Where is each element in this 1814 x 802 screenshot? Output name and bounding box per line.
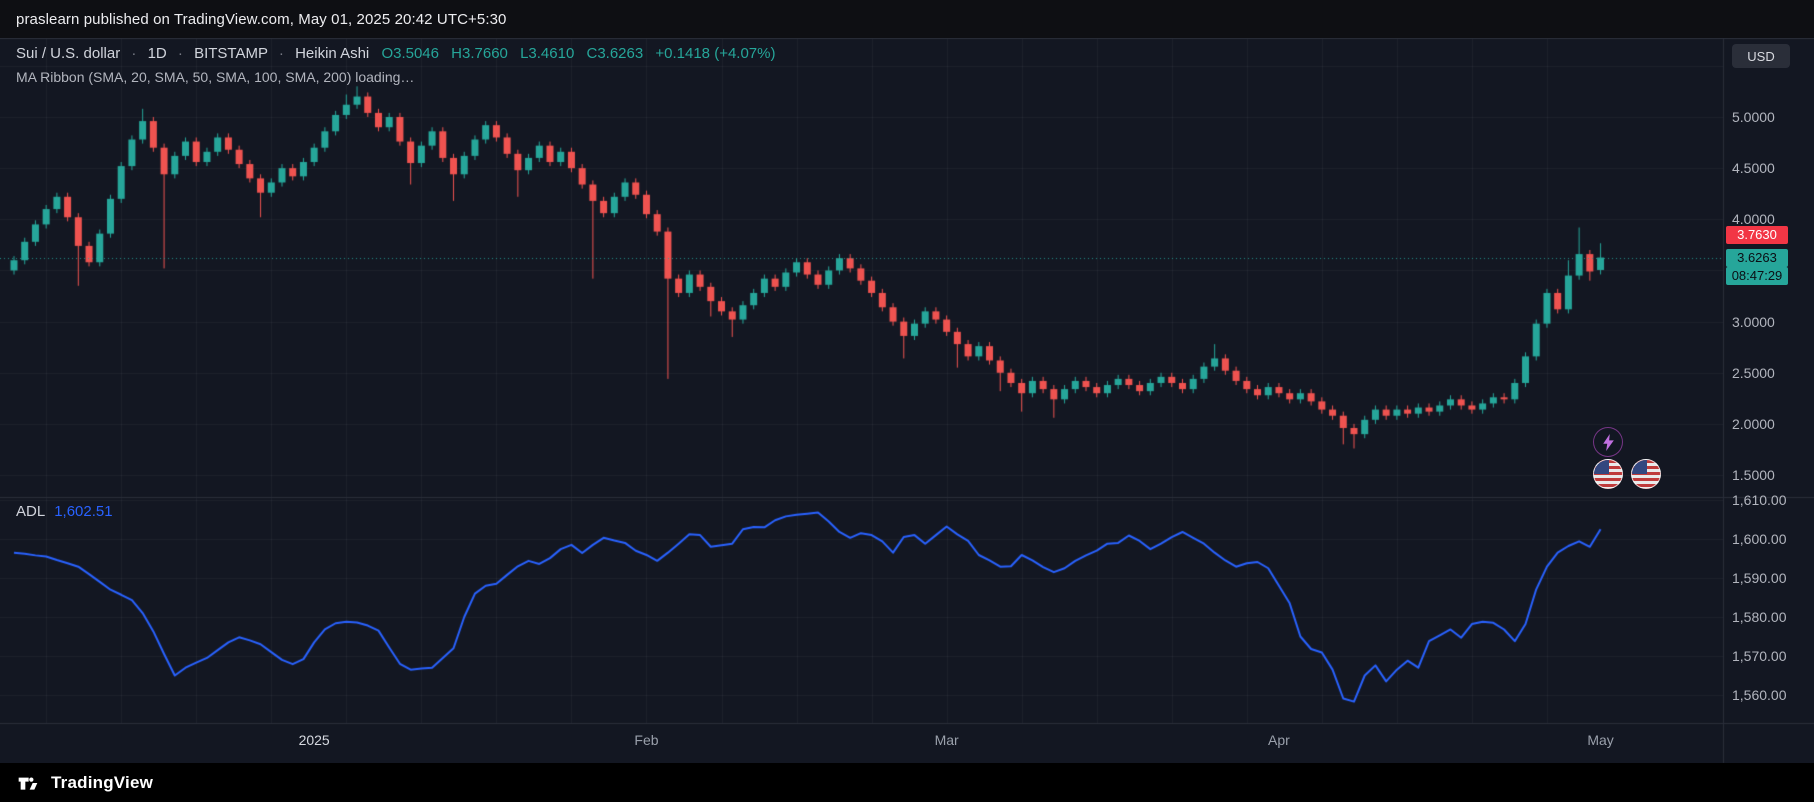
close-value: 3.6263 [597,45,644,62]
us-flag-icon [1631,459,1661,489]
change-value: +0.1418 (+4.07%) [655,45,776,62]
tradingview-logo-icon[interactable] [18,772,42,794]
footer-bar: TradingView [0,763,1814,802]
symbol-interval[interactable]: 1D [147,45,167,62]
high-label: H [451,45,463,62]
symbol-exchange: BITSTAMP [194,45,268,62]
publish-text: praslearn published on TradingView.com, … [16,10,507,28]
high-value: 3.7660 [462,45,508,62]
chart-style-name: Heikin Ashi [295,45,370,62]
us-flag-icon [1593,459,1623,489]
time-axis-label: 2025 [298,732,330,748]
adl-axis-label: 1,590.00 [1732,570,1787,586]
legend-separator: · [177,45,183,62]
price-axis-label: 2.5000 [1732,364,1775,381]
countdown-badge: 08:47:29 [1726,266,1788,285]
adl-indicator-legend[interactable]: ADL 1,602.51 [16,503,113,520]
indicator-status-text: MA Ribbon (SMA, 20, SMA, 50, SMA, 100, S… [16,69,415,85]
low-value: 3.4610 [528,45,575,62]
adl-axis-label: 1,600.00 [1732,531,1787,547]
adl-axis-label: 1,580.00 [1732,609,1787,625]
symbol-legend[interactable]: Sui / U.S. dollar · 1D · BITSTAMP · Heik… [16,45,775,62]
time-axis-label: Mar [934,732,959,748]
symbol-name[interactable]: Sui / U.S. dollar [16,45,121,62]
adl-label: ADL [16,503,46,520]
high-price-badge: 3.7630 [1726,225,1788,244]
lightning-icon [1602,433,1615,451]
publish-bar: praslearn published on TradingView.com, … [0,0,1814,38]
time-scale[interactable]: 2025 Feb Mar Apr May [0,723,1723,763]
price-scale[interactable]: 5.0000 4.5000 4.0000 3.0000 2.5000 2.000… [1723,38,1814,723]
adl-value: 1,602.51 [54,503,113,520]
price-axis-label: 4.5000 [1732,160,1775,177]
currency-toggle-button[interactable]: USD [1732,44,1790,68]
price-axis-label: 5.0000 [1732,109,1775,125]
time-axis-label: May [1587,732,1614,748]
legend-separator: · [278,45,284,62]
tradingview-wordmark[interactable]: TradingView [51,772,154,792]
time-axis-label: Apr [1268,732,1290,748]
boost-button[interactable] [1593,427,1623,457]
last-price-badge: 3.6263 [1726,248,1788,267]
price-axis-label: 4.0000 [1732,211,1775,228]
price-axis-label: 2.0000 [1732,415,1775,432]
price-axis-label: 1.5000 [1732,467,1775,484]
low-label: L [520,45,529,62]
time-axis-label: Feb [634,732,659,748]
legend-separator: · [131,45,137,62]
open-label: O [381,45,394,62]
indicator-legend[interactable]: MA Ribbon (SMA, 20, SMA, 50, SMA, 100, S… [16,69,414,85]
adl-axis-label: 1,570.00 [1732,648,1787,664]
price-axis-label: 3.0000 [1732,313,1775,330]
close-label: C [586,45,598,62]
adl-axis-label: 1,560.00 [1732,687,1787,703]
open-value: 3.5046 [393,45,439,62]
adl-axis-label: 1,610.00 [1732,492,1787,508]
